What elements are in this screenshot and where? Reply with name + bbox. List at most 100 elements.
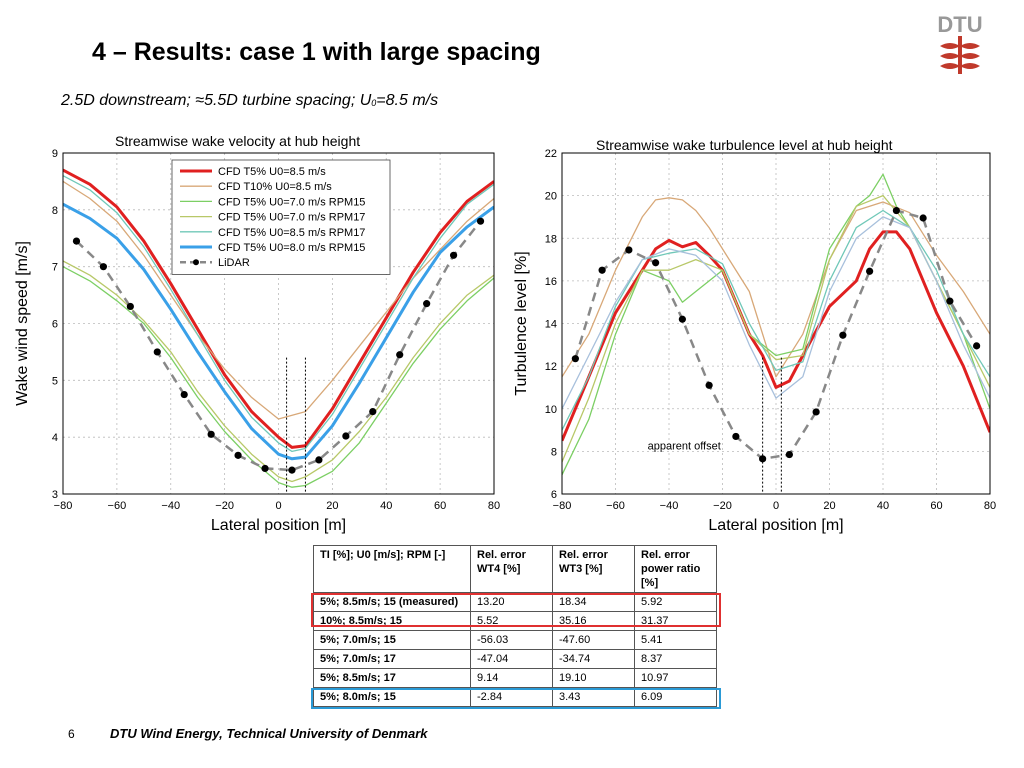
x-tick-label: −80 <box>553 500 572 512</box>
y-axis-label: Wake wind speed [m/s] <box>14 241 31 406</box>
series-line-1 <box>63 180 494 420</box>
y-tick-label: 4 <box>52 432 58 444</box>
x-tick-label: −40 <box>660 500 679 512</box>
x-tick-label: 0 <box>275 500 281 512</box>
dtu-logo-mark <box>940 36 980 74</box>
table-cell: -47.60 <box>552 630 635 650</box>
lidar-point <box>598 266 606 274</box>
y-tick-label: 18 <box>545 233 557 245</box>
table-cell: 5.41 <box>634 630 717 650</box>
x-tick-label: 40 <box>380 500 392 512</box>
lidar-point <box>342 432 350 440</box>
series-line-5 <box>63 202 494 461</box>
x-tick-label: −80 <box>54 500 73 512</box>
series-group <box>562 173 990 476</box>
lidar-point <box>315 456 323 464</box>
lidar-point <box>423 300 431 308</box>
legend-entry: CFD T5% U0=8.0 m/s RPM15 <box>218 242 365 254</box>
subtitle-main: 2.5D downstream; ≈5.5D turbine spacing; … <box>61 92 372 109</box>
error-table: TI [%]; U0 [m/s]; RPM [-] Rel. error WT4 … <box>313 545 717 707</box>
y-tick-label: 22 <box>545 148 557 160</box>
x-tick-label: 60 <box>434 500 446 512</box>
x-tick-label: −20 <box>215 500 234 512</box>
y-tick-label: 14 <box>545 319 557 331</box>
y-tick-label: 8 <box>52 205 58 217</box>
lidar-point <box>449 251 458 259</box>
subtitle-subscript: 0 <box>371 98 377 108</box>
lidar-point <box>919 214 927 222</box>
x-tick-label: 60 <box>930 500 942 512</box>
lidar-point <box>812 408 820 416</box>
table-row: 10%; 8.5m/s; 15 5.52 35.16 31.37 <box>313 611 717 631</box>
y-tick-label: 12 <box>545 361 557 373</box>
footer-organization: DTU Wind Energy, Technical University of… <box>110 726 428 741</box>
x-tick-label: 0 <box>773 500 779 512</box>
table-row: 5%; 8.0m/s; 15 -2.84 3.43 6.09 <box>313 687 717 707</box>
chart1-title: Streamwise wake velocity at hub height <box>115 133 361 149</box>
table-cell: 10%; 8.5m/s; 15 <box>313 611 471 631</box>
table-cell: 18.34 <box>552 592 635 612</box>
axes-frame <box>62 152 495 495</box>
dtu-logo: DTU <box>937 12 983 74</box>
table-header-cell: TI [%]; U0 [m/s]; RPM [-] <box>313 545 471 593</box>
table-header-cell: Rel. error WT4 [%] <box>470 545 553 593</box>
table-cell: 35.16 <box>552 611 635 631</box>
table-row: 5%; 8.5m/s; 17 9.14 19.10 10.97 <box>313 668 717 688</box>
y-tick-label: 6 <box>52 319 58 331</box>
y-tick-label: 9 <box>52 148 58 160</box>
x-tick-label: 40 <box>877 500 889 512</box>
y-axis-label: Turbulence level [%] <box>513 251 530 395</box>
table-row: 5%; 7.0m/s; 15 -56.03 -47.60 5.41 <box>313 630 717 650</box>
dtu-logo-text: DTU <box>937 12 982 37</box>
lidar-point <box>839 331 847 339</box>
lidar-point <box>369 407 377 416</box>
table-cell: -2.84 <box>470 687 553 707</box>
table-cell: 6.09 <box>634 687 717 707</box>
x-tick-label: −60 <box>606 500 625 512</box>
table-cell: -56.03 <box>470 630 553 650</box>
axes-frame <box>561 152 991 495</box>
x-tick-label: 20 <box>823 500 835 512</box>
x-tick-label: 20 <box>326 500 338 512</box>
page-number: 6 <box>68 727 75 741</box>
lidar-point <box>973 342 981 350</box>
lidar-point <box>153 348 161 356</box>
table-cell: 3.43 <box>552 687 635 707</box>
table-cell: -34.74 <box>552 649 635 669</box>
x-tick-label: 80 <box>488 500 500 512</box>
x-axis-label: Lateral position [m] <box>708 517 843 534</box>
legend-entry: CFD T5% U0=8.5 m/s RPM17 <box>218 227 365 239</box>
series-line-3 <box>63 260 494 483</box>
legend-entry: CFD T5% U0=8.5 m/s <box>218 166 326 178</box>
table-cell: 5%; 8.0m/s; 15 <box>313 687 471 707</box>
table-cell: 10.97 <box>634 668 717 688</box>
lidar-point <box>288 466 296 474</box>
table-cell: 5%; 7.0m/s; 15 <box>313 630 471 650</box>
chart2-title: Streamwise wake turbulence level at hub … <box>596 137 893 153</box>
table-header-cell: Rel. error WT3 [%] <box>552 545 635 593</box>
y-tick-label: 5 <box>52 375 58 387</box>
lidar-point <box>571 355 579 363</box>
table-cell: 19.10 <box>552 668 635 688</box>
lidar-point <box>652 259 660 267</box>
legend: CFD T5% U0=8.5 m/s CFD T10% U0=8.5 m/s CFD… <box>171 159 391 275</box>
lidar-point <box>705 381 713 389</box>
y-tick-label: 3 <box>52 489 58 501</box>
lidar-point <box>396 351 404 359</box>
subtitle-tail: =8.5 m/s <box>376 92 439 109</box>
velocity-chart: −80 −60 −40 −20 0 20 40 60 80 3 4 5 6 7 8 9 Lateral posi… <box>14 148 500 534</box>
lidar-point <box>207 430 215 438</box>
lidar-point <box>785 450 793 459</box>
lidar-point <box>946 297 954 305</box>
lidar-point <box>866 267 874 275</box>
lidar-point <box>892 206 900 215</box>
series-line-4 <box>562 209 990 431</box>
legend-entry: LiDAR <box>218 257 250 269</box>
x-tick-label: 80 <box>984 500 996 512</box>
x-tick-label: −60 <box>108 500 127 512</box>
series-group <box>63 168 494 488</box>
y-tick-label: 7 <box>52 262 58 274</box>
lidar-point <box>126 302 134 311</box>
legend-marker <box>193 259 199 266</box>
legend-entry: CFD T10% U0=8.5 m/s <box>218 181 332 193</box>
